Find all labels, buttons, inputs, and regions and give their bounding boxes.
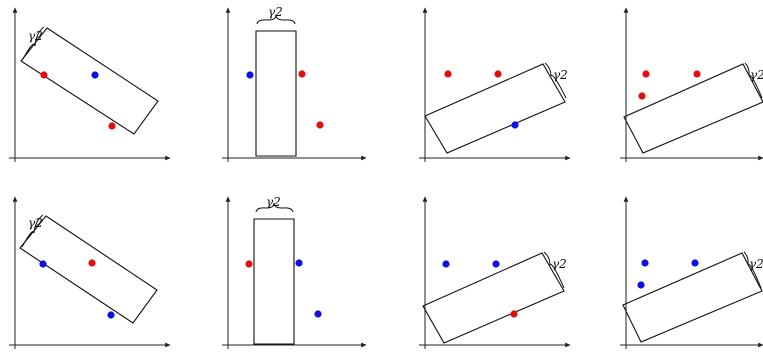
panel-row2-col3: γ2 xyxy=(419,196,571,349)
margin-rectangle xyxy=(422,252,565,344)
blue-point xyxy=(246,71,254,79)
red-point xyxy=(693,70,701,78)
red-point xyxy=(40,71,48,79)
blue-point xyxy=(492,260,500,268)
gamma-label: γ2 xyxy=(553,68,568,82)
panel-row2-col2: γ2 xyxy=(222,195,367,349)
panel-row1-col2: γ2 xyxy=(222,5,367,162)
blue-point xyxy=(442,260,450,268)
margin-rectangle xyxy=(623,63,763,154)
gamma-brace xyxy=(744,62,763,99)
blue-point xyxy=(637,281,645,289)
red-point xyxy=(245,260,253,268)
blue-point xyxy=(314,310,322,318)
margin-rectangle xyxy=(424,63,566,154)
blue-point xyxy=(641,259,649,267)
gamma-brace xyxy=(743,251,762,289)
gamma-label: γ2 xyxy=(749,257,763,271)
gamma-label: γ2 xyxy=(750,68,763,82)
red-point xyxy=(638,92,646,100)
margin-rectangle xyxy=(20,27,159,135)
panel-row1-col3: γ2 xyxy=(419,7,571,162)
red-point xyxy=(510,310,518,318)
red-point xyxy=(108,122,116,130)
blue-point xyxy=(691,259,699,267)
blue-point xyxy=(107,311,115,319)
blue-point xyxy=(511,121,519,129)
panel-row1-col1: γ2 xyxy=(9,7,171,162)
red-point xyxy=(316,121,324,129)
gamma-label: γ2 xyxy=(268,5,283,19)
margin-rectangle xyxy=(19,215,158,324)
gamma-brace xyxy=(22,26,45,60)
red-point xyxy=(642,70,650,78)
red-point xyxy=(494,70,502,78)
gamma-label: γ2 xyxy=(28,216,43,230)
gamma-label: γ2 xyxy=(28,29,43,43)
panels-layer: γ2 γ2 γ2 γ2 γ2 γ2 γ2 γ2 xyxy=(9,5,763,349)
red-point xyxy=(88,259,96,267)
panel-row1-col4: γ2 xyxy=(620,7,763,162)
gamma-brace xyxy=(21,214,44,248)
gamma-brace xyxy=(543,251,565,289)
gamma-brace xyxy=(256,14,296,25)
gamma-brace xyxy=(544,62,567,99)
margin-rectangle xyxy=(253,218,295,345)
panel-row2-col1: γ2 xyxy=(9,196,171,349)
margin-rectangle xyxy=(255,30,297,157)
gamma-brace xyxy=(255,202,294,213)
margin-rectangle xyxy=(622,252,763,343)
blue-point xyxy=(91,71,99,79)
panel-row2-col4: γ2 xyxy=(620,196,763,349)
gamma-label: γ2 xyxy=(552,257,567,271)
blue-point xyxy=(295,259,303,267)
red-point xyxy=(298,70,306,78)
red-point xyxy=(444,70,452,78)
blue-point xyxy=(39,260,47,268)
gamma-label: γ2 xyxy=(266,195,281,209)
